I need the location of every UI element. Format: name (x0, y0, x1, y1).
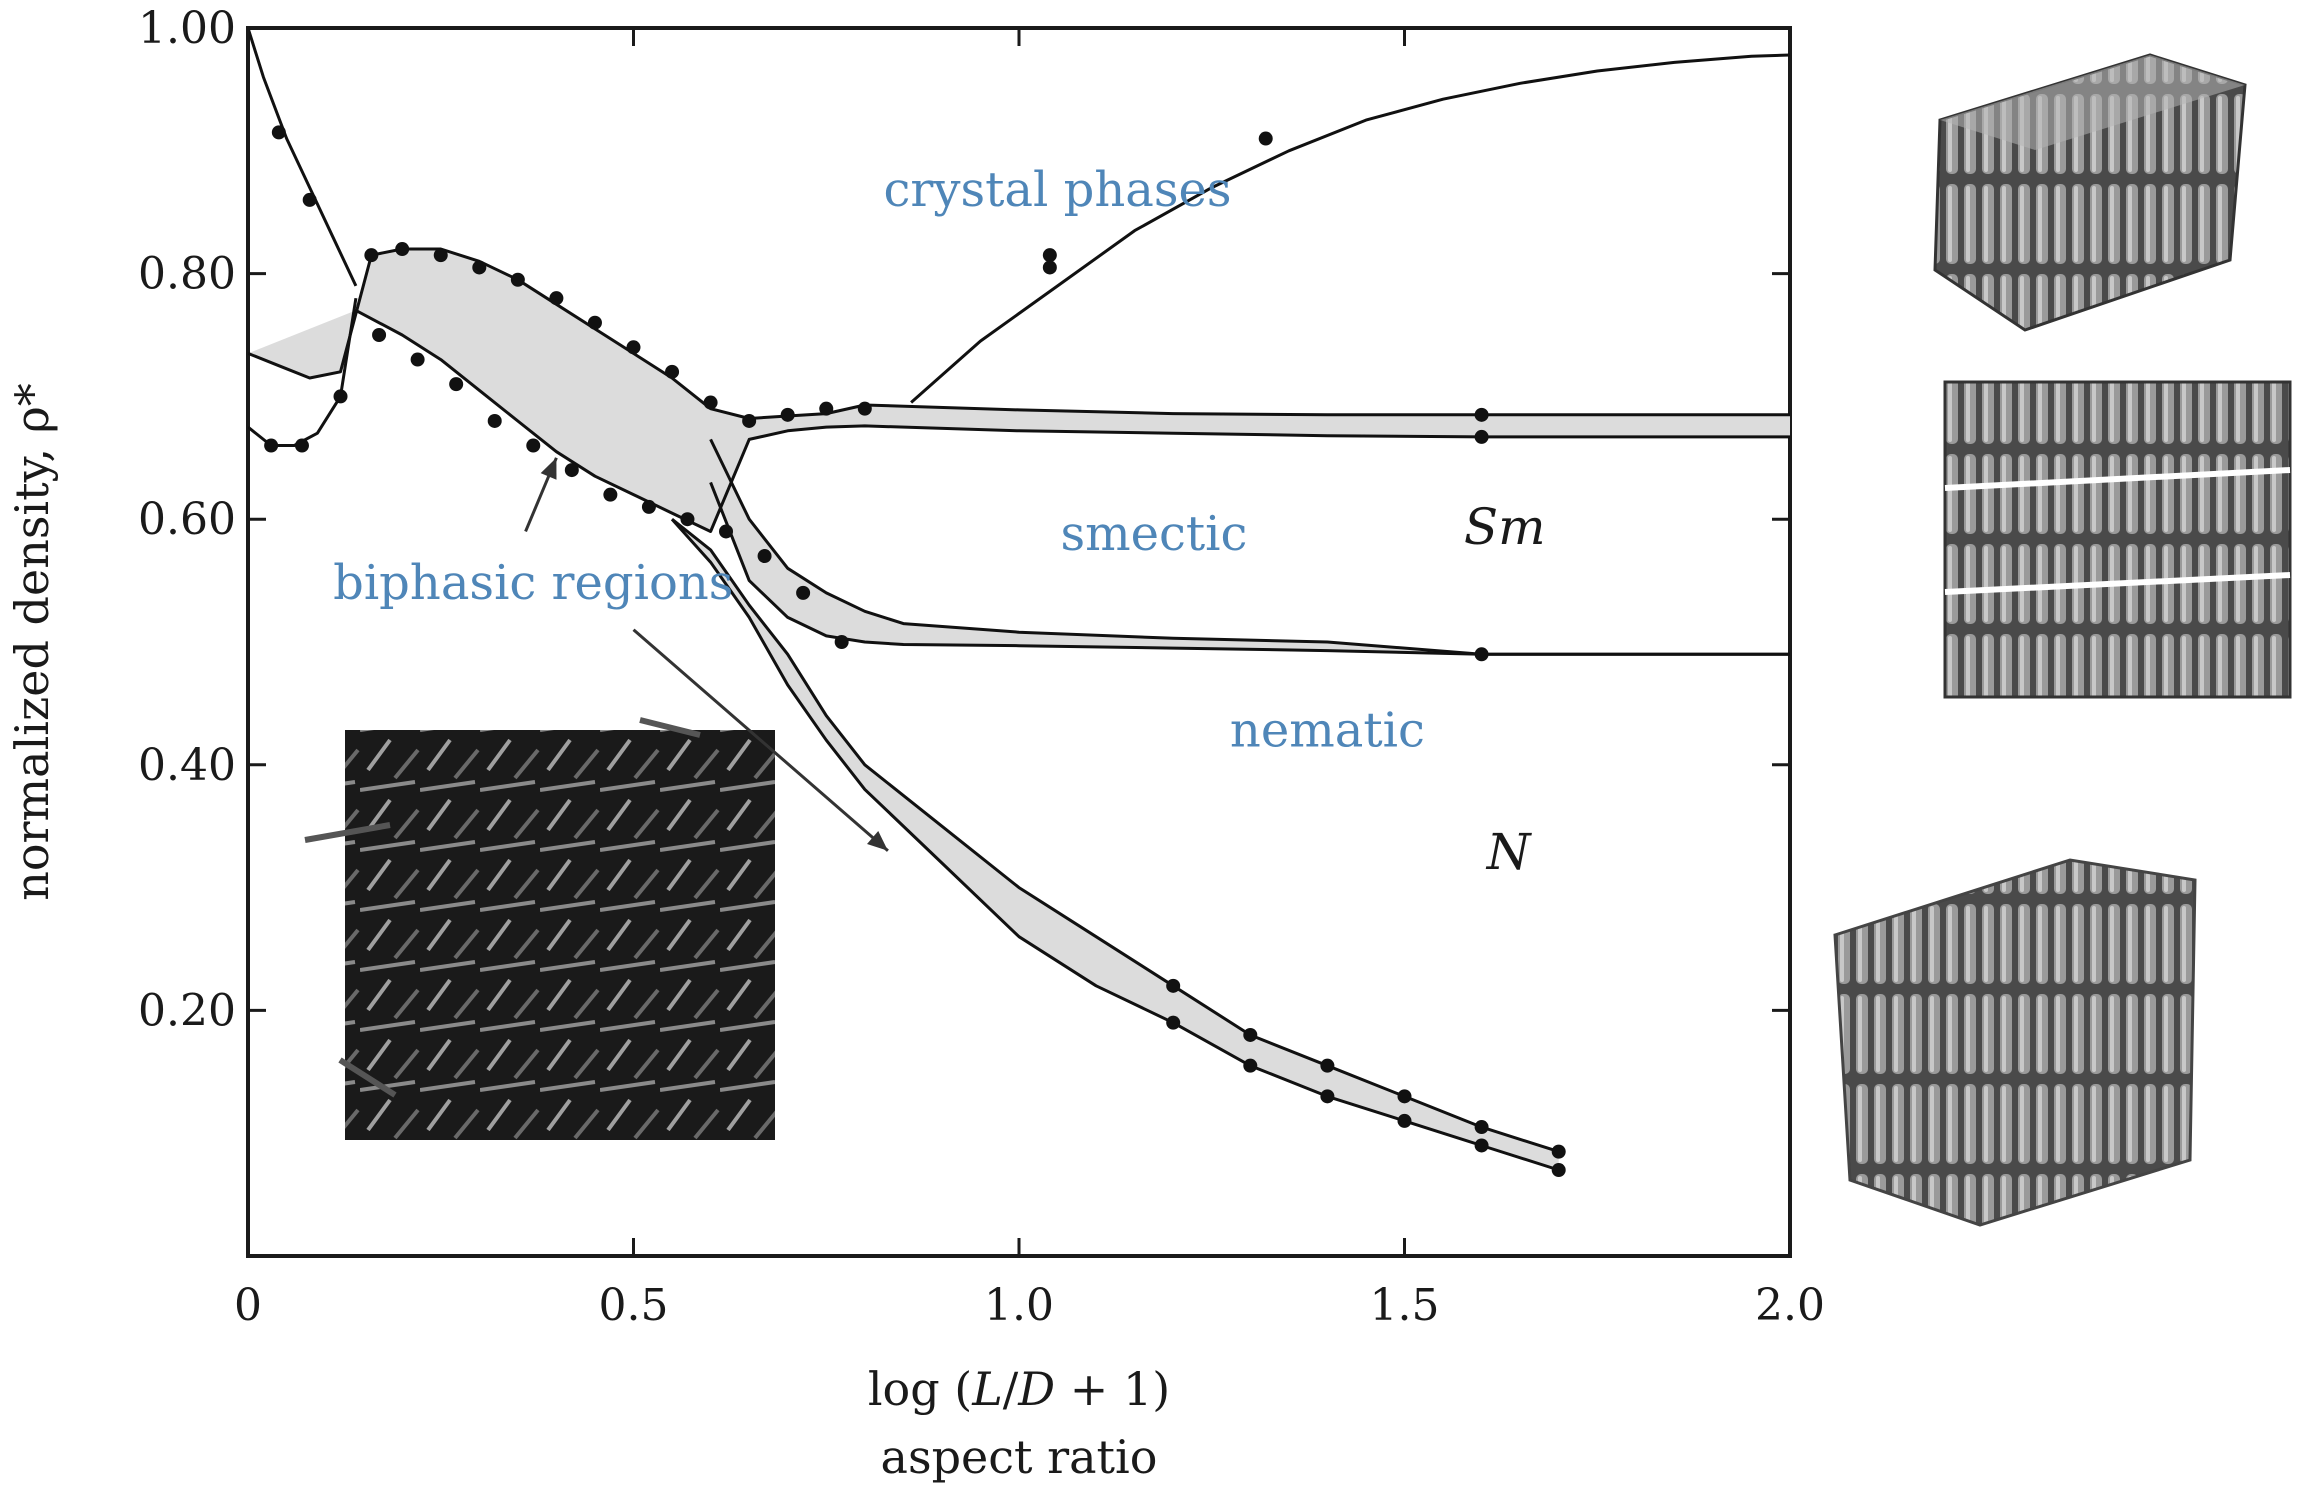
data-point (526, 438, 541, 453)
annotation-smectic: smectic (1060, 506, 1247, 562)
inset-smectic (1943, 380, 2292, 699)
data-point (1166, 978, 1181, 993)
y-tick-label: 0.60 (138, 494, 236, 545)
data-point (372, 328, 387, 342)
arrow-shaft (632, 628, 889, 852)
data-point (1320, 1058, 1335, 1073)
y-axis-title: normalized density, ρ* (5, 383, 59, 901)
data-point (665, 364, 680, 379)
data-point (1551, 1144, 1566, 1159)
data-point (834, 635, 849, 649)
data-point (1243, 1058, 1258, 1073)
annotation-crystal-phases: crystal phases (884, 162, 1232, 218)
data-point (1474, 1138, 1489, 1153)
data-point (1397, 1113, 1412, 1128)
data-point (1243, 1027, 1258, 1042)
y-axis-ticks: 0.20 0.40 0.60 0.80 1.00 (138, 3, 1790, 1036)
data-point (641, 499, 656, 514)
data-point (510, 272, 525, 287)
data-point (780, 407, 795, 422)
x-axis-title: log (L/D + 1) (868, 1362, 1170, 1416)
annotation-nematic: nematic (1230, 702, 1425, 758)
annotation-arrows (524, 457, 889, 852)
x-tick-label: 0 (234, 1280, 262, 1331)
arrow-head (540, 457, 557, 480)
data-point (564, 463, 579, 478)
data-point (587, 315, 602, 330)
data-point (410, 352, 425, 367)
data-point (857, 401, 872, 416)
x-axis-subtitle: aspect ratio (881, 1430, 1158, 1484)
data-point (271, 125, 286, 140)
data-point (1258, 131, 1273, 146)
inset-nematic (1833, 858, 2197, 1227)
series-line-crystal-boundary-high-ar (910, 53, 1790, 404)
annotation-n: N (1486, 823, 1533, 881)
data-point (1166, 1015, 1181, 1030)
data-points (264, 125, 1566, 1178)
data-point (742, 413, 757, 428)
series-line-nematic-lower (709, 481, 1790, 656)
data-point (680, 512, 695, 527)
data-point (294, 438, 309, 453)
biphasic-fill-0 (248, 249, 1790, 532)
data-point (333, 389, 348, 404)
data-point (1474, 1120, 1489, 1135)
data-point (1042, 248, 1057, 263)
data-point (302, 192, 317, 207)
data-point (1551, 1163, 1566, 1178)
data-point (819, 401, 834, 416)
data-point (433, 248, 448, 263)
arrow-head (867, 831, 888, 851)
data-point (472, 260, 487, 275)
y-tick-label: 0.40 (138, 740, 236, 791)
data-point (1474, 647, 1489, 662)
data-point (703, 395, 718, 410)
series-line-smectic-upper (248, 247, 1790, 420)
x-tick-label: 0.5 (599, 1280, 669, 1331)
y-tick-label: 0.20 (138, 985, 236, 1036)
series-line-isotropic-upper (671, 518, 1560, 1154)
annotation-sm: Sm (1464, 498, 1546, 556)
series-line-smectic-lower (355, 309, 1790, 533)
data-point (1320, 1089, 1335, 1104)
data-point (1397, 1089, 1412, 1104)
data-point (264, 438, 279, 453)
data-point (364, 248, 379, 263)
x-tick-label: 1.0 (984, 1280, 1054, 1331)
y-tick-label: 1.00 (138, 3, 236, 54)
data-point (1474, 407, 1489, 422)
y-tick-label: 0.80 (138, 249, 236, 300)
inset-crystal (1933, 53, 2247, 332)
data-point (1042, 260, 1057, 275)
x-axis-ticks: 0 0.5 1.0 1.5 2.0 (234, 28, 1825, 1331)
series-line-crystal-boundary (248, 28, 358, 287)
inset-isotropic (304, 717, 775, 1140)
data-point (1474, 429, 1489, 444)
data-point (626, 340, 641, 355)
data-point (549, 291, 564, 306)
biphasic-fills (248, 249, 1790, 1170)
data-point (603, 487, 618, 502)
data-point (796, 585, 811, 600)
data-point (487, 413, 502, 428)
phase-boundary-lines (248, 28, 1790, 1172)
annotations: crystal phases smectic nematic biphasic reg… (333, 162, 1545, 881)
data-point (757, 549, 772, 564)
data-point (395, 242, 410, 257)
data-point (719, 524, 734, 539)
data-point (449, 377, 464, 392)
annotation-biphasic-regions: biphasic regions (333, 555, 733, 611)
series-line-isotropic-lower (670, 518, 1560, 1172)
x-tick-label: 2.0 (1755, 1280, 1825, 1331)
x-tick-label: 1.5 (1370, 1280, 1440, 1331)
